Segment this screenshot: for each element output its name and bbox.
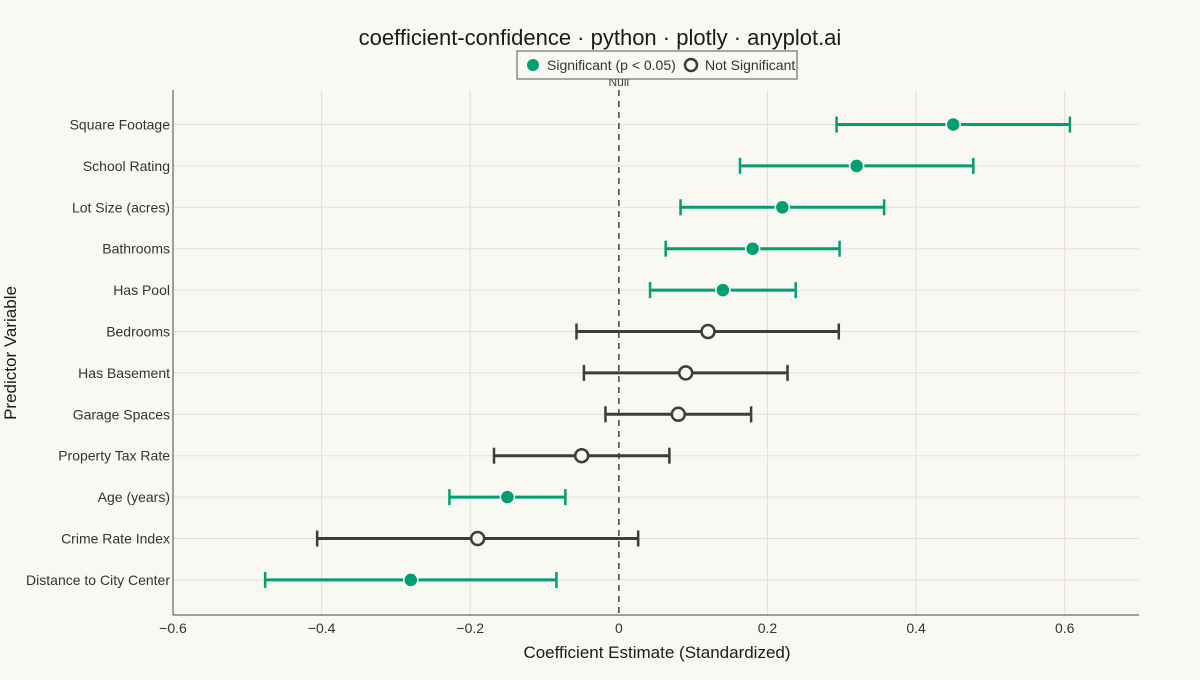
x-tick-label: −0.4 [308,620,336,636]
category-label: Crime Rate Index [61,531,170,547]
chart-title: coefficient-confidence · python · plotly… [359,25,842,50]
x-tick-label: −0.6 [159,620,187,636]
category-label: Property Tax Rate [58,448,170,464]
category-label: Age (years) [98,489,170,505]
estimate-point-significant [945,116,961,133]
legend-significant-label: Significant (p < 0.05) [547,57,676,73]
estimate-point-significant [848,158,865,174]
estimate-point-significant [744,240,761,257]
estimate-point-significant [403,572,419,588]
axis-layer [172,90,1139,616]
x-axis-title: Coefficient Estimate (Standardized) [523,643,790,662]
estimate-point-not-significant [700,323,716,340]
labels-layer: −0.6 −0.4 −0.2 0 0.2 0.4 0.6 Square Footage Scho… [26,75,1075,636]
estimate-point-not-significant [469,530,486,547]
estimate-point-significant [499,489,516,505]
marks-layer [263,116,1072,588]
legend: Significant (p < 0.05) Not Significant [516,50,798,80]
estimate-point-significant [774,199,791,216]
category-label: Distance to City Center [26,572,170,588]
legend-significant-marker [527,59,539,71]
estimate-point-not-significant [677,365,694,381]
estimate-point-significant [715,282,731,298]
category-label: Square Footage [70,117,171,133]
category-label: Has Basement [78,365,170,381]
category-label: Garage Spaces [73,406,170,422]
category-label: Bathrooms [102,241,170,257]
estimate-point-not-significant [573,447,590,464]
category-label: School Rating [83,158,170,174]
x-tick-label: 0.4 [906,620,926,636]
x-tick-label: −0.2 [456,620,484,636]
x-tick-label: 0 [615,620,623,636]
y-axis-title: Predictor Variable [1,286,20,420]
category-label: Has Pool [113,282,170,298]
category-label: Bedrooms [106,324,170,340]
legend-not-significant-label: Not Significant [705,57,795,73]
legend-box [516,50,798,80]
legend-not-significant-marker [683,57,699,73]
category-label: Lot Size (acres) [72,199,170,215]
x-tick-label: 0.6 [1055,620,1075,636]
estimate-point-not-significant [670,406,687,423]
x-tick-label: 0.2 [758,620,778,636]
